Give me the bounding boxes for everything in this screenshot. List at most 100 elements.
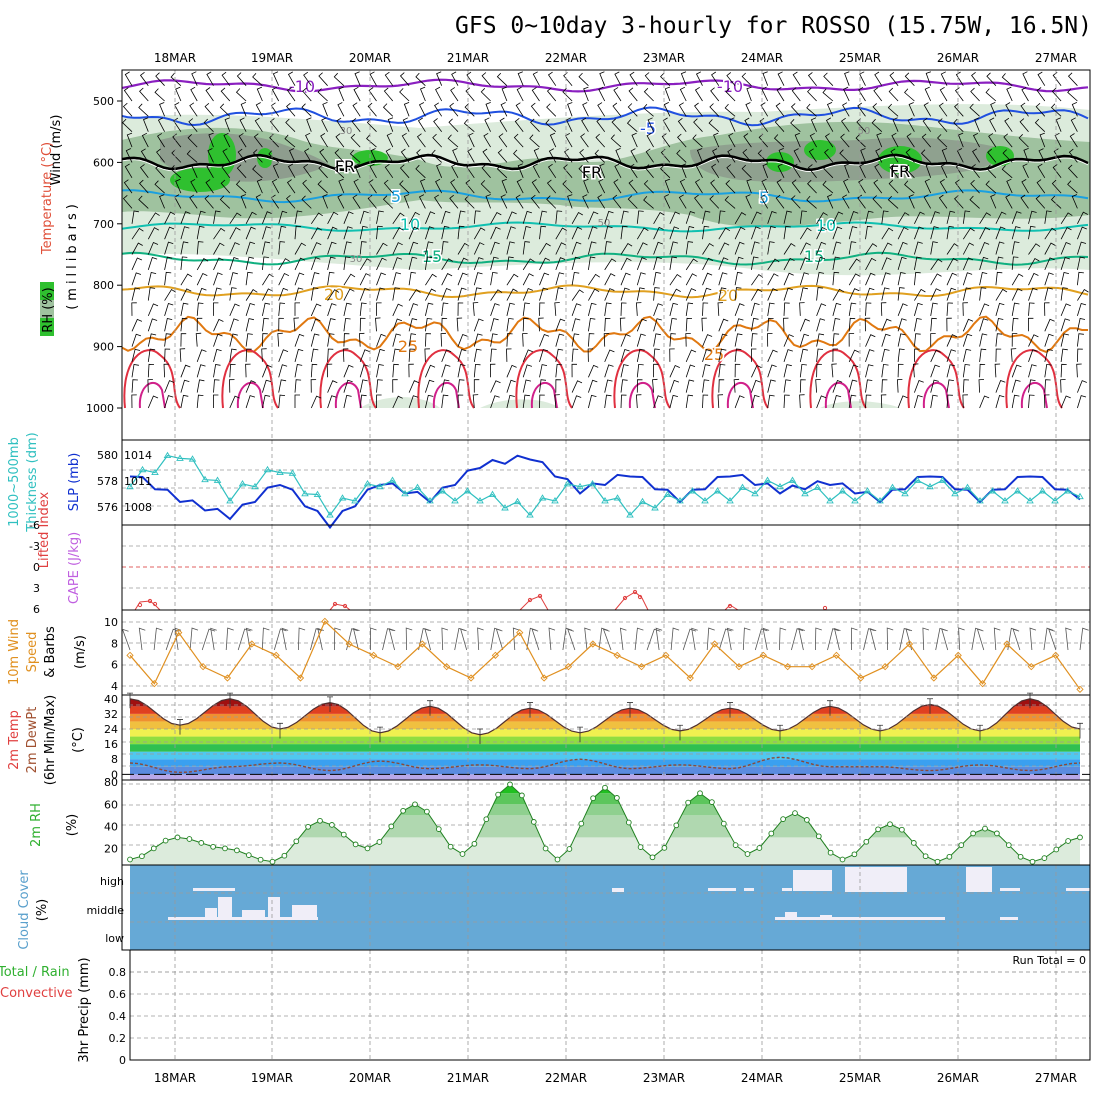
rh-point <box>352 841 359 848</box>
wind-barb <box>816 395 827 409</box>
wind-barb <box>483 132 491 148</box>
wind-barb <box>709 195 720 209</box>
wind-barb <box>930 241 938 255</box>
precip-ytick: 0.6 <box>109 988 127 1001</box>
wind-barb <box>751 348 757 362</box>
wind-barbs-label: & Barbs <box>43 626 58 678</box>
wind-barb <box>751 394 760 409</box>
wind-barb <box>954 103 964 117</box>
wind-barb <box>954 179 964 194</box>
wind-barb <box>767 241 775 255</box>
wind-barb <box>1044 287 1053 301</box>
rh-label-50: 50 <box>598 218 611 229</box>
wind-barb <box>718 287 727 301</box>
wind-barb <box>415 164 426 179</box>
wind-barb <box>278 302 286 316</box>
wind-barb <box>599 71 606 86</box>
upper-ytick-label: 600 <box>93 156 114 169</box>
wind-barb <box>294 257 306 271</box>
wind10m-point <box>516 629 524 637</box>
wind-barb <box>1077 318 1086 332</box>
wind-barb <box>473 287 482 301</box>
wind-barb <box>349 149 361 163</box>
wind-barb <box>799 210 807 224</box>
wind-barb <box>702 272 713 286</box>
wind-barb <box>588 226 598 240</box>
wind-barb <box>304 148 312 163</box>
wind-barb <box>392 242 403 255</box>
contour-label-20: 20 <box>718 286 738 305</box>
wind-barb <box>256 86 263 102</box>
slp-ytick: 1008 <box>124 501 152 514</box>
wind-barb <box>767 364 777 378</box>
wind-barb <box>147 256 158 271</box>
wind-barb <box>203 118 214 132</box>
wind-barb <box>924 178 932 194</box>
cloud-block <box>744 888 754 891</box>
wind-barb <box>946 257 958 271</box>
wind-barb <box>824 133 834 148</box>
upper-mb-label: (millibars) <box>65 200 80 310</box>
rh-point <box>815 833 822 840</box>
wind-barb <box>702 210 711 224</box>
wind-barb <box>1011 241 1020 255</box>
wind10m-barb <box>441 627 449 651</box>
wind-barb <box>841 117 850 132</box>
wind-barb <box>1060 227 1072 240</box>
wind-barb <box>571 271 580 286</box>
wind-barb <box>131 227 144 240</box>
wind-barb <box>138 195 149 209</box>
wind-barb <box>196 379 205 393</box>
wind-barb <box>620 225 628 240</box>
wind-barb <box>213 242 225 255</box>
wind-barb <box>457 394 464 409</box>
thickness-point <box>326 511 334 518</box>
wind-barb <box>603 333 610 347</box>
wind10m-point <box>978 680 987 688</box>
wind-barb <box>1002 149 1013 163</box>
wind-barb <box>695 163 703 178</box>
wind10m-barb <box>210 627 217 651</box>
wind-barb <box>278 272 290 286</box>
wind-barb <box>147 395 159 409</box>
wind-barb <box>457 272 468 286</box>
wind-barb <box>123 179 133 194</box>
wind-barb <box>760 194 769 209</box>
wind-barb <box>629 163 638 179</box>
wind-barb <box>432 133 442 148</box>
wind-barb <box>930 394 938 409</box>
rh-point <box>994 830 1000 837</box>
wind10m-barb <box>245 627 253 651</box>
date-axis-bottom: 18MAR 19MAR 20MAR 21MAR 22MAR 23MAR 24MAR 25MAR… <box>154 1071 1077 1085</box>
date-label-top: 19MAR <box>251 51 293 65</box>
wind-barb <box>359 273 371 286</box>
rh-point <box>317 817 323 824</box>
wind-barb <box>856 118 866 132</box>
rh-point <box>958 842 965 848</box>
wind-barb <box>224 117 231 132</box>
wind-barb <box>384 71 394 86</box>
rh-point <box>827 849 834 856</box>
wind-barb <box>873 87 883 102</box>
wind-barb <box>1060 212 1073 225</box>
wind-barb <box>147 241 159 255</box>
wind10m-barb <box>424 628 432 651</box>
wind-barb <box>142 117 149 132</box>
temp-ytick: 16 <box>104 738 118 751</box>
thickness-point <box>726 497 734 504</box>
wind-barb <box>457 210 466 224</box>
minmax-bar <box>627 702 633 718</box>
wind-barb <box>685 379 695 393</box>
wind-barb <box>310 287 319 301</box>
thickness-point <box>363 480 372 487</box>
wind-barb <box>832 211 844 224</box>
wind-barb <box>636 287 645 301</box>
wind-barb <box>751 302 760 317</box>
wind-barb <box>261 348 267 362</box>
wind-barb <box>790 119 801 132</box>
wind-barb <box>904 180 915 194</box>
wind-barb <box>930 364 940 378</box>
wind10m-barb <box>495 628 504 651</box>
cloud-block <box>612 888 624 892</box>
wind-barb <box>164 211 176 224</box>
